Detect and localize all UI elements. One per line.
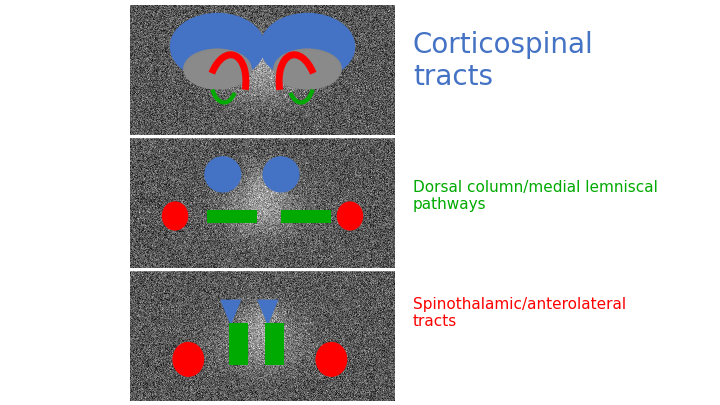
FancyBboxPatch shape bbox=[230, 323, 248, 364]
FancyBboxPatch shape bbox=[281, 209, 331, 222]
Ellipse shape bbox=[183, 49, 252, 89]
FancyBboxPatch shape bbox=[207, 209, 257, 222]
Ellipse shape bbox=[170, 13, 265, 81]
Polygon shape bbox=[257, 300, 279, 326]
Ellipse shape bbox=[274, 50, 341, 90]
FancyBboxPatch shape bbox=[265, 323, 284, 364]
Ellipse shape bbox=[263, 156, 300, 193]
Text: Corticospinal
tracts: Corticospinal tracts bbox=[413, 31, 594, 92]
Ellipse shape bbox=[315, 342, 347, 377]
Ellipse shape bbox=[172, 342, 204, 377]
Ellipse shape bbox=[162, 201, 189, 230]
Text: Dorsal column/medial lemniscal
pathways: Dorsal column/medial lemniscal pathways bbox=[413, 179, 658, 212]
Text: Spinothalamic/anterolateral
tracts: Spinothalamic/anterolateral tracts bbox=[413, 297, 626, 329]
Polygon shape bbox=[220, 300, 241, 326]
Ellipse shape bbox=[184, 50, 251, 90]
Ellipse shape bbox=[337, 201, 363, 230]
Ellipse shape bbox=[204, 156, 241, 193]
Ellipse shape bbox=[273, 49, 342, 89]
Ellipse shape bbox=[260, 13, 355, 81]
